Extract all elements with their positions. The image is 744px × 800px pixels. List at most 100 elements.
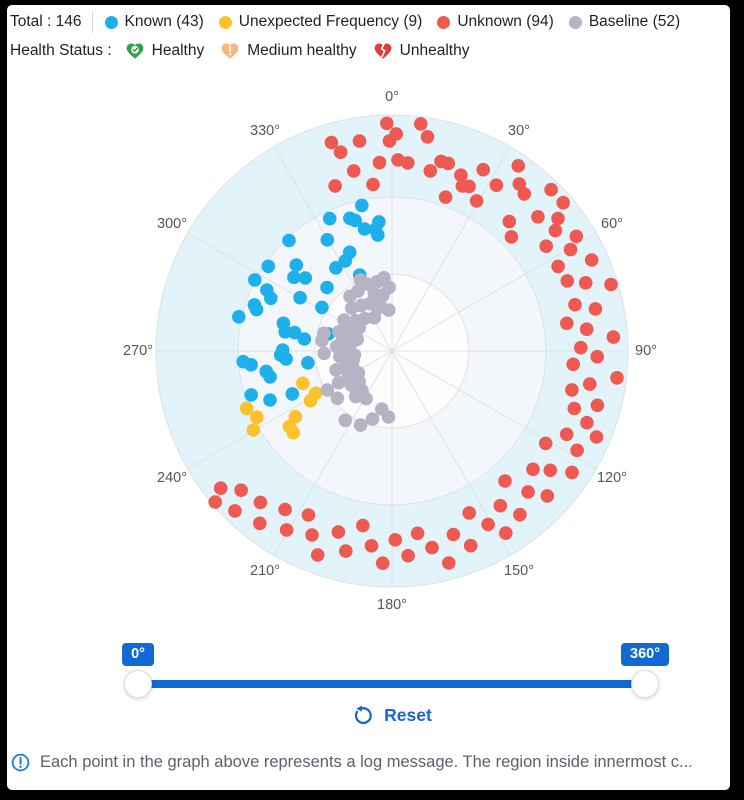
- data-point-unknown[interactable]: [324, 135, 339, 150]
- data-point-baseline[interactable]: [338, 413, 353, 428]
- data-point-unexpected-frequency[interactable]: [239, 401, 254, 416]
- data-point-unknown[interactable]: [389, 127, 404, 141]
- data-point-unknown[interactable]: [489, 178, 504, 192]
- data-point-unknown[interactable]: [606, 330, 621, 344]
- data-point-known[interactable]: [348, 213, 362, 228]
- data-point-known[interactable]: [338, 254, 353, 268]
- data-point-unexpected-frequency[interactable]: [246, 423, 261, 437]
- data-point-unknown[interactable]: [560, 316, 574, 331]
- data-point-known[interactable]: [357, 222, 372, 236]
- data-point-known[interactable]: [263, 393, 277, 407]
- data-point-unknown[interactable]: [364, 539, 379, 553]
- data-point-unknown[interactable]: [372, 155, 387, 170]
- data-point-unknown[interactable]: [580, 415, 594, 430]
- data-point-unknown[interactable]: [413, 117, 428, 131]
- data-point-unknown[interactable]: [559, 427, 574, 442]
- data-point-unknown[interactable]: [375, 556, 390, 570]
- data-point-unknown[interactable]: [279, 523, 294, 537]
- data-point-unknown[interactable]: [366, 177, 380, 192]
- data-point-unexpected-frequency[interactable]: [288, 409, 303, 424]
- data-point-unknown[interactable]: [493, 498, 508, 513]
- data-point-unknown[interactable]: [442, 556, 456, 570]
- data-point-baseline[interactable]: [365, 412, 380, 426]
- data-point-unknown[interactable]: [513, 507, 527, 522]
- data-point-unknown[interactable]: [423, 164, 438, 178]
- legend-item-baseline[interactable]: Baseline (52): [568, 13, 680, 31]
- data-point-unknown[interactable]: [213, 481, 228, 496]
- reset-button[interactable]: Reset: [350, 704, 432, 726]
- data-point-unknown[interactable]: [567, 401, 582, 416]
- data-point-unknown[interactable]: [401, 156, 415, 170]
- data-point-unknown[interactable]: [579, 322, 594, 336]
- data-point-unknown[interactable]: [425, 540, 439, 555]
- data-point-known[interactable]: [322, 211, 337, 226]
- data-point-unknown[interactable]: [588, 302, 603, 316]
- data-point-baseline[interactable]: [353, 273, 368, 287]
- data-point-unknown[interactable]: [610, 371, 624, 385]
- data-point-unknown[interactable]: [339, 544, 353, 558]
- data-point-known[interactable]: [285, 387, 300, 401]
- data-point-unknown[interactable]: [352, 134, 367, 148]
- data-point-unknown[interactable]: [543, 463, 558, 478]
- data-point-unknown[interactable]: [568, 297, 582, 312]
- data-point-unknown[interactable]: [526, 462, 540, 477]
- data-point-unknown[interactable]: [566, 357, 580, 372]
- slider-handle-max[interactable]: [631, 670, 659, 698]
- data-point-unknown[interactable]: [446, 527, 461, 542]
- data-point-unknown[interactable]: [517, 187, 532, 201]
- data-point-unknown[interactable]: [569, 229, 584, 244]
- legend-item-known[interactable]: Known (43): [104, 13, 204, 31]
- data-point-unknown[interactable]: [380, 116, 394, 131]
- data-point-baseline[interactable]: [370, 274, 385, 289]
- data-point-known[interactable]: [287, 270, 301, 285]
- angle-range-slider[interactable]: 0° 360°: [7, 635, 730, 705]
- data-point-unknown[interactable]: [604, 277, 618, 292]
- data-point-unknown[interactable]: [481, 517, 495, 532]
- data-point-baseline[interactable]: [343, 289, 357, 304]
- data-point-baseline[interactable]: [320, 383, 335, 397]
- data-point-known[interactable]: [261, 259, 276, 274]
- data-point-unknown[interactable]: [454, 168, 468, 182]
- data-point-known[interactable]: [329, 261, 343, 275]
- data-point-unknown[interactable]: [538, 436, 553, 451]
- data-point-known[interactable]: [320, 233, 335, 247]
- data-point-unknown[interactable]: [590, 398, 605, 413]
- data-point-unexpected-frequency[interactable]: [296, 376, 310, 391]
- data-point-known[interactable]: [264, 291, 278, 306]
- data-point-known[interactable]: [315, 300, 329, 315]
- data-point-unknown[interactable]: [228, 504, 242, 518]
- data-point-unknown[interactable]: [208, 495, 222, 509]
- data-point-known[interactable]: [371, 228, 385, 242]
- data-point-baseline[interactable]: [381, 303, 396, 317]
- data-point-unknown[interactable]: [310, 548, 325, 562]
- data-point-baseline[interactable]: [331, 375, 346, 390]
- data-point-unknown[interactable]: [253, 495, 268, 510]
- data-point-baseline[interactable]: [353, 418, 368, 432]
- data-point-unknown[interactable]: [498, 474, 512, 488]
- data-point-unknown[interactable]: [565, 383, 579, 397]
- data-point-known[interactable]: [248, 273, 262, 287]
- data-point-unknown[interactable]: [551, 211, 565, 226]
- data-point-known[interactable]: [320, 280, 334, 295]
- data-point-unknown[interactable]: [556, 195, 570, 210]
- data-point-unknown[interactable]: [531, 210, 545, 224]
- data-point-baseline[interactable]: [329, 363, 343, 377]
- data-point-unknown[interactable]: [278, 502, 292, 517]
- data-point-baseline[interactable]: [330, 391, 345, 406]
- data-point-unknown[interactable]: [438, 190, 453, 204]
- data-point-unknown[interactable]: [441, 156, 456, 171]
- data-point-unknown[interactable]: [401, 548, 415, 563]
- data-point-unknown[interactable]: [462, 179, 476, 194]
- data-point-unknown[interactable]: [578, 276, 593, 290]
- data-point-baseline[interactable]: [317, 346, 331, 361]
- data-point-unknown[interactable]: [511, 159, 526, 173]
- data-point-known[interactable]: [279, 352, 293, 366]
- data-point-unknown[interactable]: [551, 259, 565, 274]
- data-point-unknown[interactable]: [253, 516, 267, 531]
- data-point-unknown[interactable]: [539, 239, 553, 253]
- data-point-known[interactable]: [244, 388, 258, 402]
- data-point-unknown[interactable]: [560, 274, 575, 288]
- data-point-unknown[interactable]: [565, 465, 579, 480]
- data-point-unknown[interactable]: [462, 506, 477, 520]
- data-point-unknown[interactable]: [583, 377, 597, 391]
